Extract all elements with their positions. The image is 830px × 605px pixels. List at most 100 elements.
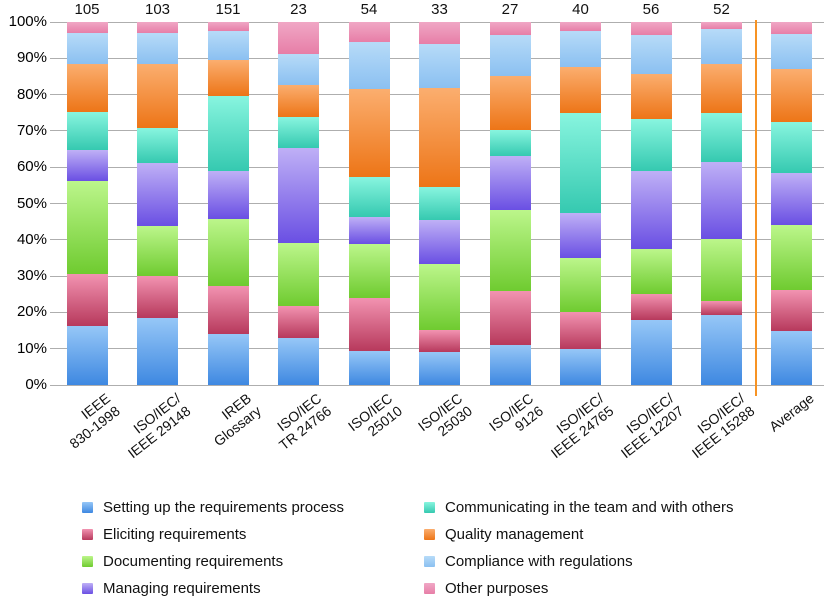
bar-segment bbox=[489, 210, 531, 291]
stacked-bar bbox=[137, 22, 178, 385]
x-axis-category-text: IEEE 830-1998 bbox=[66, 390, 123, 452]
bar-segment bbox=[489, 344, 531, 385]
legend-label: Other purposes bbox=[445, 580, 549, 597]
bar-segment bbox=[630, 319, 672, 385]
bar-segment bbox=[348, 22, 390, 43]
bar-segment bbox=[66, 63, 108, 112]
bar-segment bbox=[701, 161, 742, 239]
bar-segment bbox=[207, 22, 249, 32]
bar-segment bbox=[348, 89, 390, 177]
legend-swatch bbox=[82, 529, 93, 540]
bar-segment bbox=[137, 318, 178, 385]
bar-segment bbox=[207, 334, 249, 385]
bar-count-label: 33 bbox=[431, 1, 448, 18]
y-axis-tick-label: 30% bbox=[16, 267, 47, 285]
legend-label: Documenting requirements bbox=[103, 553, 284, 570]
x-axis-category-text: ISO/IEC 25010 bbox=[344, 390, 405, 440]
bar-segment bbox=[419, 186, 460, 220]
bar-segment bbox=[560, 67, 601, 113]
bar-segment bbox=[66, 181, 108, 275]
bar-segment bbox=[630, 294, 672, 320]
bar-segment bbox=[489, 75, 531, 130]
y-gridline bbox=[50, 384, 824, 386]
bar-segment bbox=[489, 156, 531, 211]
bar-segment bbox=[560, 31, 601, 68]
bar-segment bbox=[278, 116, 319, 149]
bar-count-label: 151 bbox=[215, 1, 241, 18]
bar-segment bbox=[560, 257, 601, 313]
bar-segment bbox=[278, 243, 319, 307]
bar-segment bbox=[137, 64, 178, 128]
y-axis-tick-label: 0% bbox=[25, 376, 47, 393]
x-axis-category-text: Average bbox=[766, 390, 817, 435]
bar-segment bbox=[770, 290, 812, 332]
stacked-bar bbox=[560, 22, 601, 385]
bar-segment bbox=[207, 60, 249, 97]
stacked-bar bbox=[278, 22, 319, 385]
bar-count-label: 27 bbox=[501, 1, 519, 18]
bar-segment bbox=[207, 96, 249, 171]
x-axis-category-text: ISO/IEC 9126 bbox=[485, 390, 546, 435]
legend-swatch bbox=[82, 556, 93, 567]
legend-item: Managing requirements bbox=[82, 575, 424, 602]
bar-segment bbox=[137, 22, 178, 33]
bar-segment bbox=[419, 87, 460, 187]
legend-label: Quality management bbox=[445, 526, 584, 543]
stacked-bar bbox=[489, 22, 531, 385]
bar-segment bbox=[770, 121, 812, 173]
bar-segment bbox=[770, 172, 812, 226]
x-axis-category-text: ISO/IEC/IEEE 15288 bbox=[688, 390, 758, 462]
bar-segment bbox=[66, 274, 108, 327]
bar-segment bbox=[560, 112, 601, 213]
x-axis-category-text: ISO/IEC/IEEE 29148 bbox=[124, 390, 194, 462]
bar-segment bbox=[770, 331, 812, 385]
bar-segment bbox=[207, 218, 249, 287]
bar-segment bbox=[630, 248, 672, 295]
x-axis-category-text: ISO/IEC TR 24766 bbox=[274, 390, 335, 454]
bar-segment bbox=[278, 22, 319, 54]
stacked-bar bbox=[207, 22, 249, 385]
bar-segment bbox=[66, 111, 108, 150]
bar-segment bbox=[348, 351, 390, 385]
bar-count-label: 40 bbox=[572, 1, 589, 18]
legend-item: Quality management bbox=[424, 521, 733, 548]
bar-segment bbox=[489, 35, 531, 76]
legend-swatch bbox=[424, 529, 435, 540]
bar-segment bbox=[207, 170, 249, 219]
bar-segment bbox=[630, 73, 672, 120]
bar-count-label: 52 bbox=[713, 1, 730, 18]
bar-segment bbox=[348, 42, 390, 90]
bar-segment bbox=[701, 301, 742, 316]
bar-segment bbox=[348, 217, 390, 244]
bar-segment bbox=[419, 44, 460, 88]
stacked-bar bbox=[770, 22, 812, 385]
bar-segment bbox=[630, 22, 672, 36]
y-axis-tick-label: 10% bbox=[16, 339, 47, 357]
bar-count-label: 56 bbox=[642, 1, 660, 18]
legend-item: Compliance with regulations bbox=[424, 548, 733, 575]
bar-segment bbox=[560, 312, 601, 349]
legend-label: Eliciting requirements bbox=[103, 526, 247, 543]
bar-segment bbox=[770, 68, 812, 122]
bar-segment bbox=[137, 162, 178, 227]
bar-segment bbox=[419, 329, 460, 352]
bar-count-label: 23 bbox=[290, 1, 307, 18]
bar-segment bbox=[137, 32, 178, 65]
y-axis-tick-label: 40% bbox=[16, 230, 47, 248]
bar-segment bbox=[770, 34, 812, 69]
bar-segment bbox=[630, 119, 672, 172]
bar-segment bbox=[560, 348, 601, 385]
bar-segment bbox=[489, 22, 531, 36]
bar-segment bbox=[560, 212, 601, 258]
legend-item: Communicating in the team and with other… bbox=[424, 494, 733, 521]
bar-segment bbox=[701, 238, 742, 302]
legend-item: Eliciting requirements bbox=[82, 521, 424, 548]
legend-item: Documenting requirements bbox=[82, 548, 424, 575]
bar-segment bbox=[560, 22, 601, 32]
y-axis-tick-label: 90% bbox=[16, 49, 47, 67]
stacked-bar bbox=[701, 22, 742, 385]
legend-label: Communicating in the team and with other… bbox=[445, 499, 734, 516]
bar-segment bbox=[770, 225, 812, 291]
bar-segment bbox=[348, 176, 390, 218]
bar-segment bbox=[66, 326, 108, 385]
